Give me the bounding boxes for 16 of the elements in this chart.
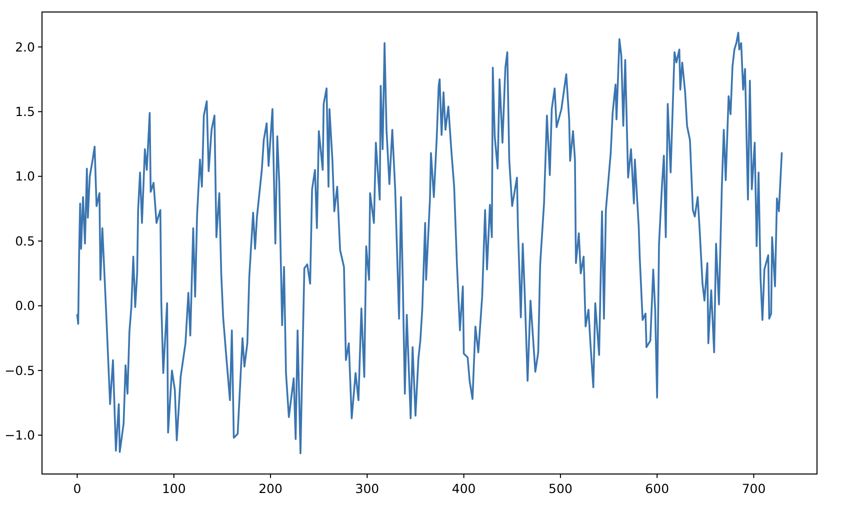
x-tick-label: 200 xyxy=(258,481,282,496)
y-tick-label: 1.5 xyxy=(15,104,35,120)
x-tick-label: 0 xyxy=(73,481,82,496)
y-tick-label: 2.0 xyxy=(15,39,36,54)
y-tick-label: −1.0 xyxy=(4,428,36,443)
x-tick-label: 300 xyxy=(355,481,380,496)
y-tick-label: 0.0 xyxy=(15,298,36,314)
x-tick-label: 100 xyxy=(162,481,186,496)
y-tick-label: 1.0 xyxy=(15,168,36,184)
x-tick-label: 400 xyxy=(452,481,476,496)
line-series xyxy=(76,32,783,454)
x-tick-label: 500 xyxy=(548,481,572,496)
y-tick-label: −0.5 xyxy=(4,362,35,378)
x-tick-label: 600 xyxy=(645,481,670,496)
x-tick-label: 700 xyxy=(742,481,766,496)
y-tick-label: 0.5 xyxy=(15,233,35,248)
